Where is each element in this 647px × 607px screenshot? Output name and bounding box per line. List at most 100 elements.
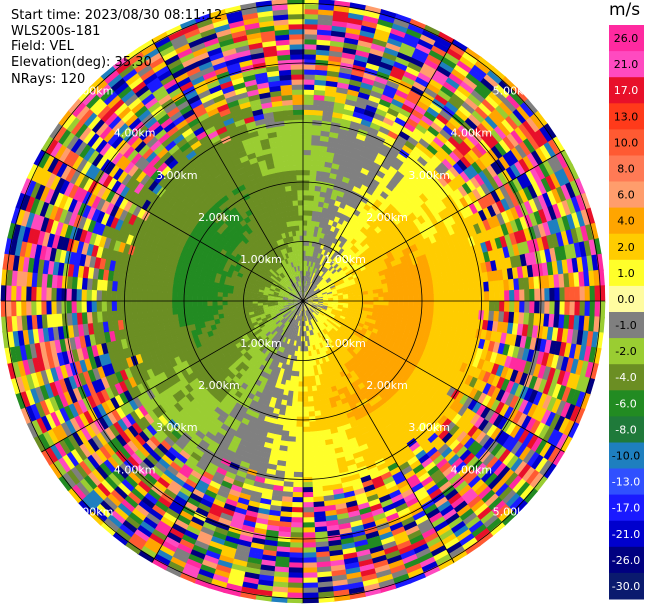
- radar-gate: [594, 301, 601, 319]
- radar-gate: [316, 170, 325, 177]
- radar-gate: [325, 85, 338, 93]
- radar-gate: [387, 37, 404, 48]
- radar-gate: [303, 144, 312, 151]
- radar-gate: [301, 557, 317, 563]
- radar-gate: [309, 165, 318, 171]
- radar-gate: [357, 155, 368, 164]
- radar-gate: [308, 200, 315, 206]
- radar-gate: [423, 301, 430, 309]
- radar-gate: [285, 456, 295, 463]
- radar-gate: [286, 577, 303, 584]
- radar-gate: [289, 421, 297, 427]
- radar-gate: [569, 301, 576, 317]
- radar-gate: [334, 179, 343, 187]
- radar-gate: [327, 65, 342, 73]
- radar-gate: [301, 592, 319, 599]
- radar-gate: [362, 15, 381, 25]
- radar-gate: [303, 28, 319, 35]
- radar-gate: [400, 42, 417, 54]
- radar-gate: [329, 198, 337, 206]
- radar-gate: [329, 40, 346, 48]
- radar-gate: [392, 121, 405, 132]
- radar-gate: [292, 471, 303, 478]
- radar-gate: [364, 136, 376, 145]
- radar-gate: [307, 205, 314, 211]
- radar-gate: [539, 301, 545, 315]
- radar-gate: [306, 270, 310, 277]
- radar-gate: [311, 283, 316, 289]
- radar-gate: [312, 114, 324, 121]
- radar-gate: [325, 251, 332, 258]
- radar-gate: [301, 547, 317, 553]
- radar-gate: [308, 411, 316, 417]
- radar-gate: [344, 32, 361, 41]
- radar-gate: [289, 532, 303, 538]
- radar-gate: [301, 522, 315, 528]
- radar-gate: [388, 291, 394, 297]
- radar-gate: [303, 99, 315, 105]
- radar-gate: [287, 562, 303, 569]
- radar-gate: [302, 492, 314, 498]
- radar-gate: [303, 13, 320, 20]
- radar-gate: [375, 108, 388, 118]
- radar-gate: [306, 376, 312, 382]
- radar-gate: [493, 301, 500, 313]
- radar-gate: [352, 142, 364, 151]
- radar-gate: [308, 426, 317, 432]
- radar-gate: [303, 184, 310, 191]
- radar-gate: [401, 103, 415, 115]
- radar-gate: [321, 238, 327, 245]
- radar-gate: [374, 75, 389, 86]
- radar-gate: [329, 236, 336, 243]
- radar-gate: [296, 416, 303, 423]
- radar-gate: [338, 235, 345, 243]
- radar-gate: [303, 59, 317, 65]
- radar-gate: [305, 255, 308, 261]
- radar-gate: [389, 125, 403, 136]
- radar-gate: [356, 96, 370, 106]
- radar-gate: [311, 129, 322, 136]
- radar-gate: [403, 98, 418, 110]
- radar-gate: [371, 117, 384, 127]
- radar-gate: [438, 293, 445, 302]
- radar-gate: [297, 391, 303, 397]
- radar-gate: [357, 39, 374, 49]
- radar-gate: [443, 301, 450, 310]
- radar-gate: [316, 39, 332, 46]
- radar-gate: [446, 47, 464, 62]
- radar-gate: [504, 301, 510, 313]
- radar-gate: [401, 126, 414, 137]
- radar-gate: [458, 292, 465, 302]
- radar-gate: [320, 212, 327, 219]
- radar-gate: [369, 47, 386, 58]
- radar-gate: [303, 114, 314, 121]
- radar-gate: [412, 81, 428, 93]
- radar-gate: [364, 158, 375, 167]
- radar-gate: [322, 110, 334, 118]
- radar-gate: [347, 17, 365, 26]
- radar-gate: [303, 265, 305, 271]
- radar-gate: [325, 151, 336, 159]
- radar-gate: [428, 78, 445, 91]
- radar-gate: [309, 446, 319, 453]
- radar-gate: [589, 285, 596, 303]
- radar-gate: [415, 76, 431, 89]
- radar-gate: [314, 221, 321, 228]
- radar-gate: [313, 195, 321, 202]
- radar-gate: [304, 291, 307, 297]
- radar-gate: [330, 248, 337, 255]
- radar-gate: [330, 167, 339, 175]
- radar-gate: [303, 250, 306, 256]
- radar-gate: [318, 196, 326, 203]
- radar-gate: [294, 451, 303, 458]
- radar-gate: [317, 24, 334, 31]
- radar-gate: [372, 38, 389, 48]
- radar-gate: [544, 301, 550, 316]
- radar-gate: [377, 66, 393, 76]
- radar-gate: [303, 94, 315, 100]
- radar-gate: [309, 235, 314, 242]
- radar-gate: [306, 381, 312, 387]
- radar-gate: [299, 361, 303, 367]
- radar-gate: [380, 143, 392, 154]
- radar-gate: [347, 89, 361, 98]
